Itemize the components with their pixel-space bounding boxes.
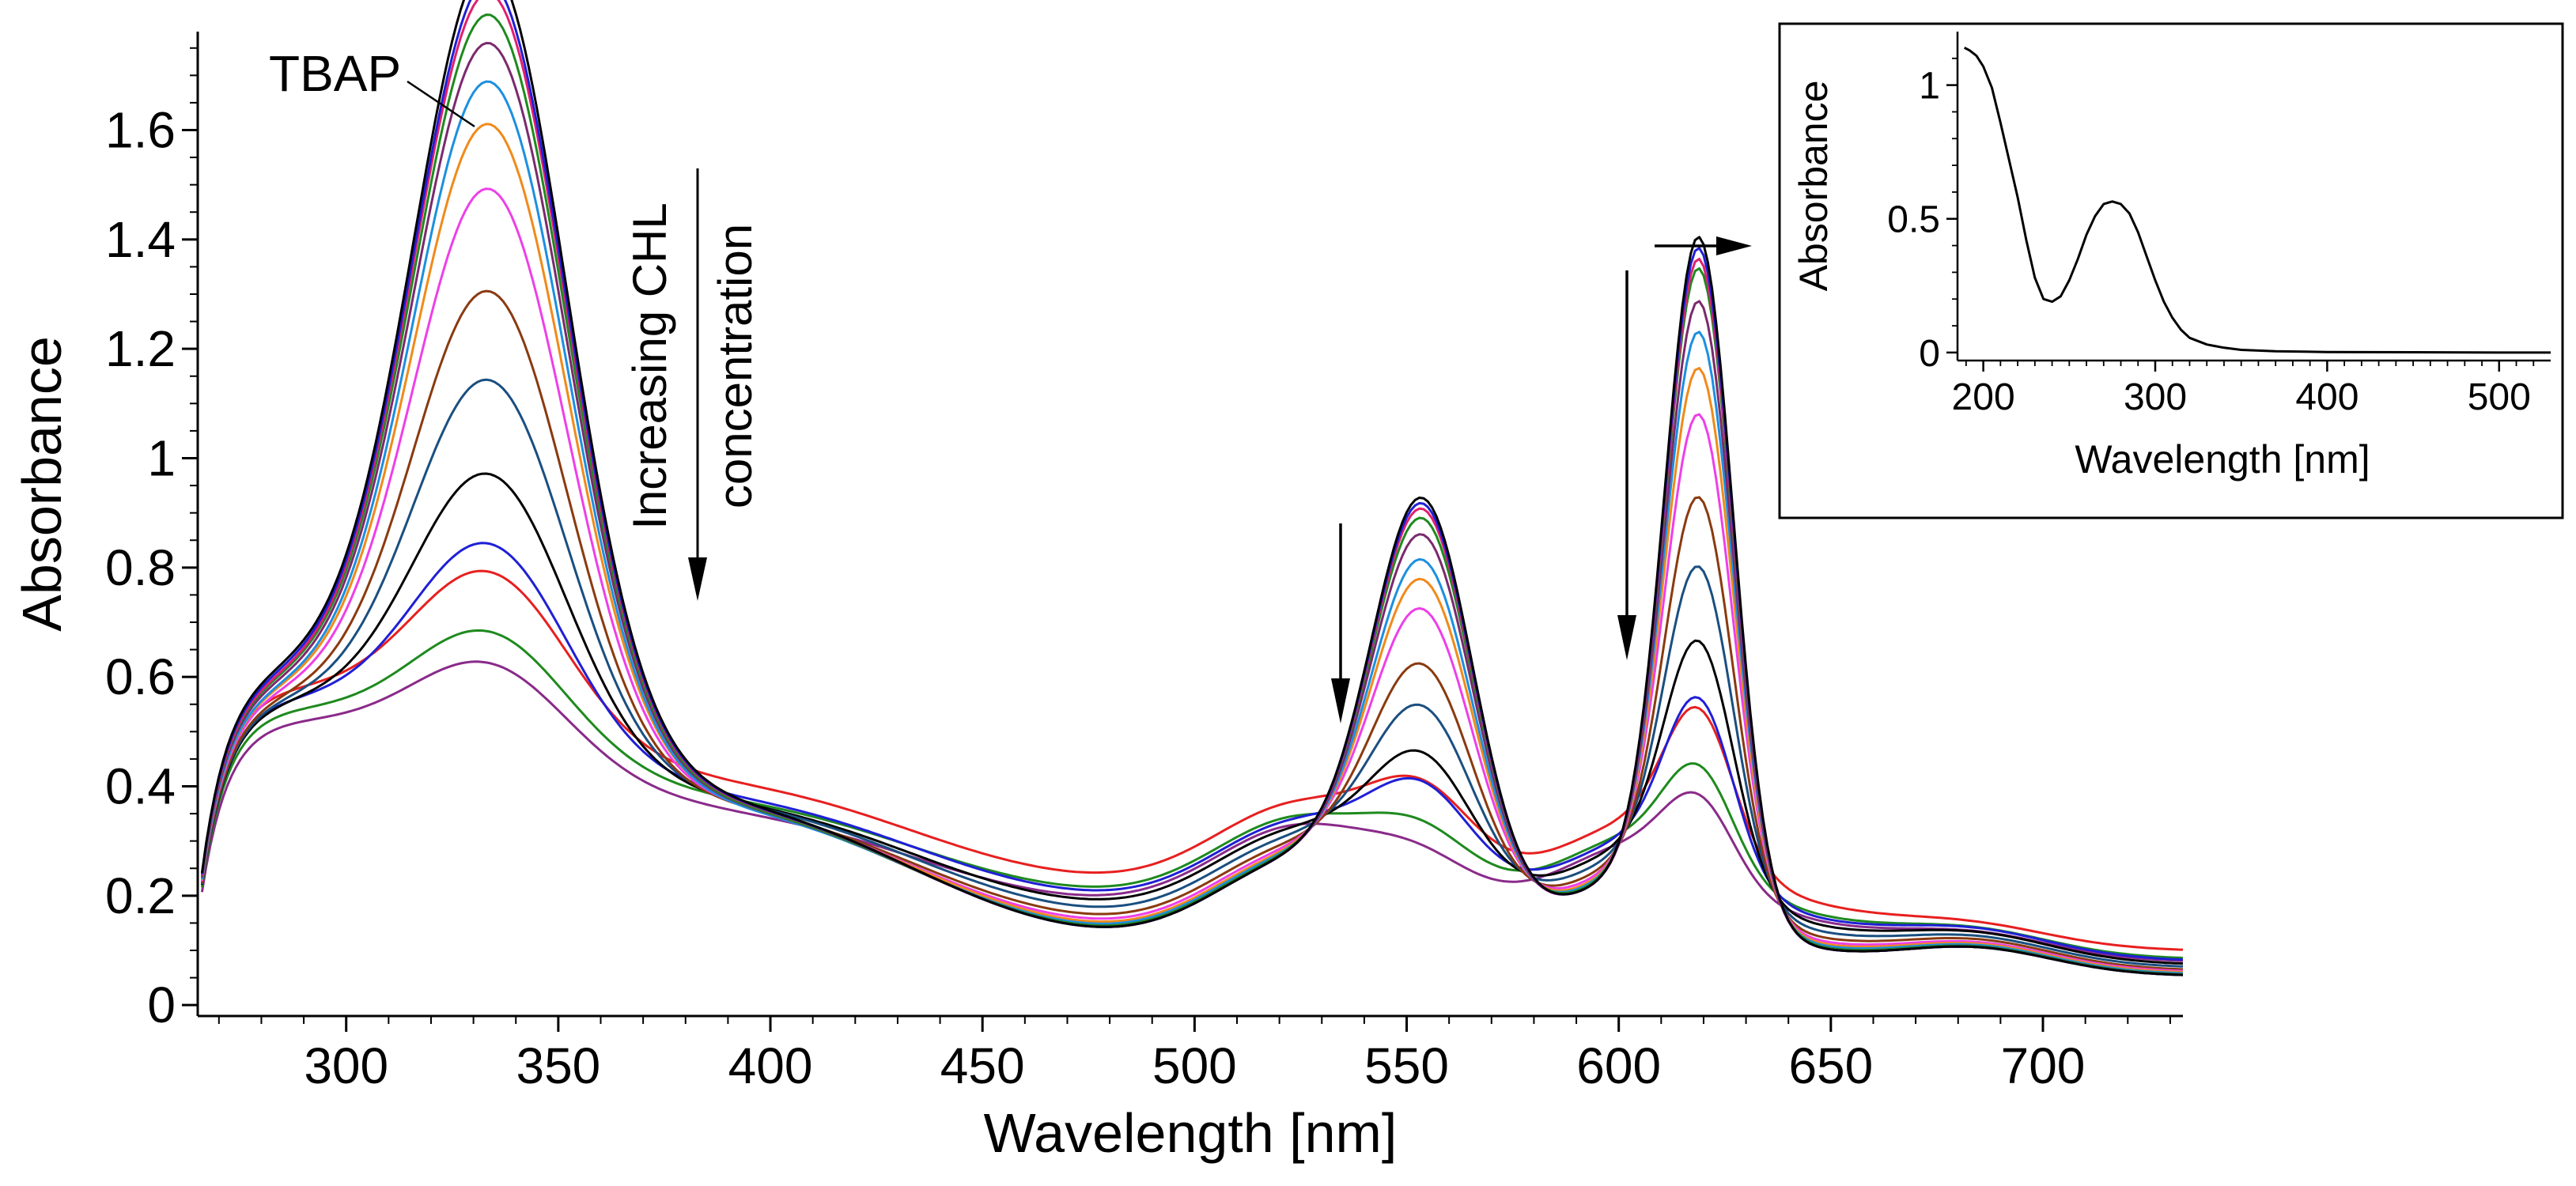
main-y-tick-label: 0.2 (105, 867, 176, 924)
inset-y-tick-label: 0.5 (1887, 199, 1940, 241)
main-y-axis-label: Absorbance (11, 336, 73, 632)
inset-y-axis-label: Absorbance (1791, 81, 1836, 292)
inset-frame (1778, 22, 2564, 519)
main-y-tick-label: 0.4 (105, 758, 176, 815)
main-series-line-s11 (200, 472, 2184, 965)
main-x-tick-label: 350 (516, 1037, 600, 1094)
main-y-tick-label: 1.6 (105, 102, 176, 159)
q1-down-arrow-head (1331, 678, 1350, 723)
inset-ticks (1946, 57, 2535, 372)
main-y-tick-label: 1.2 (105, 320, 176, 377)
main-x-axis-label: Wavelength [nm] (984, 1102, 1398, 1164)
main-series-line-s9 (200, 289, 2184, 971)
inset-x-tick-label: 300 (2124, 376, 2187, 418)
main-ticks (182, 47, 2171, 1032)
main-x-tick-label: 500 (1152, 1037, 1237, 1094)
main-series-line-s10 (200, 378, 2184, 968)
inset-y-tick-label: 1 (1919, 66, 1940, 108)
inset-x-tick-label: 400 (2295, 376, 2358, 418)
inset-chart: 200 300 400 500 0 0.5 1 Wavelength [nm] Absorb… (1778, 22, 2564, 519)
main-tick-labels: 300 350 400 450 500 550 600 650 700 0 0.2 0.4 0.6 0.8… (105, 102, 2085, 1095)
main-x-tick-label: 700 (2001, 1037, 2086, 1094)
main-series-group (200, 0, 2184, 976)
main-series-line-s12 (200, 542, 2184, 961)
main-y-tick-label: 0.8 (105, 539, 176, 596)
concentration-label-line2: concentration (709, 224, 762, 508)
inset-tick-labels: 200 300 400 500 0 0.5 1 (1887, 66, 2531, 418)
main-x-tick-label: 400 (728, 1037, 813, 1094)
main-series-line-s15 (200, 660, 2184, 962)
concentration-arrow-head (688, 557, 707, 601)
inset-series-line-CHL (1964, 46, 2551, 354)
main-x-tick-label: 650 (1788, 1037, 1873, 1094)
inset-x-tick-label: 500 (2468, 376, 2531, 418)
main-x-tick-label: 450 (940, 1037, 1025, 1094)
main-axes (196, 32, 2183, 1018)
q2-down-arrow-head (1617, 615, 1636, 660)
main-y-tick-label: 0.6 (105, 648, 176, 705)
inset-x-axis-label: Wavelength [nm] (2075, 437, 2370, 482)
inset-x-tick-label: 200 (1952, 376, 2015, 418)
main-series-line-s14 (200, 629, 2184, 960)
main-series-line-s6 (200, 80, 2184, 975)
concentration-label-line1: Increasing CHL (623, 202, 676, 530)
main-series-line-TBAP (200, 0, 2184, 976)
tbap-label: TBAP (269, 45, 401, 102)
main-series-line-s8 (200, 187, 2184, 973)
main-series-line-s13 (200, 569, 2184, 951)
inset-series-group (1964, 46, 2551, 354)
inset-pointer-arrow-head (1716, 236, 1752, 255)
main-series-line-s7 (200, 123, 2184, 973)
main-x-tick-label: 300 (304, 1037, 388, 1094)
main-y-tick-label: 0 (147, 976, 176, 1033)
inset-y-tick-label: 0 (1919, 333, 1940, 375)
main-y-tick-label: 1 (147, 430, 176, 487)
main-x-tick-label: 600 (1576, 1037, 1661, 1094)
tbap-leader-line (407, 80, 475, 128)
main-x-tick-label: 550 (1364, 1037, 1449, 1094)
main-y-tick-label: 1.4 (105, 211, 176, 268)
